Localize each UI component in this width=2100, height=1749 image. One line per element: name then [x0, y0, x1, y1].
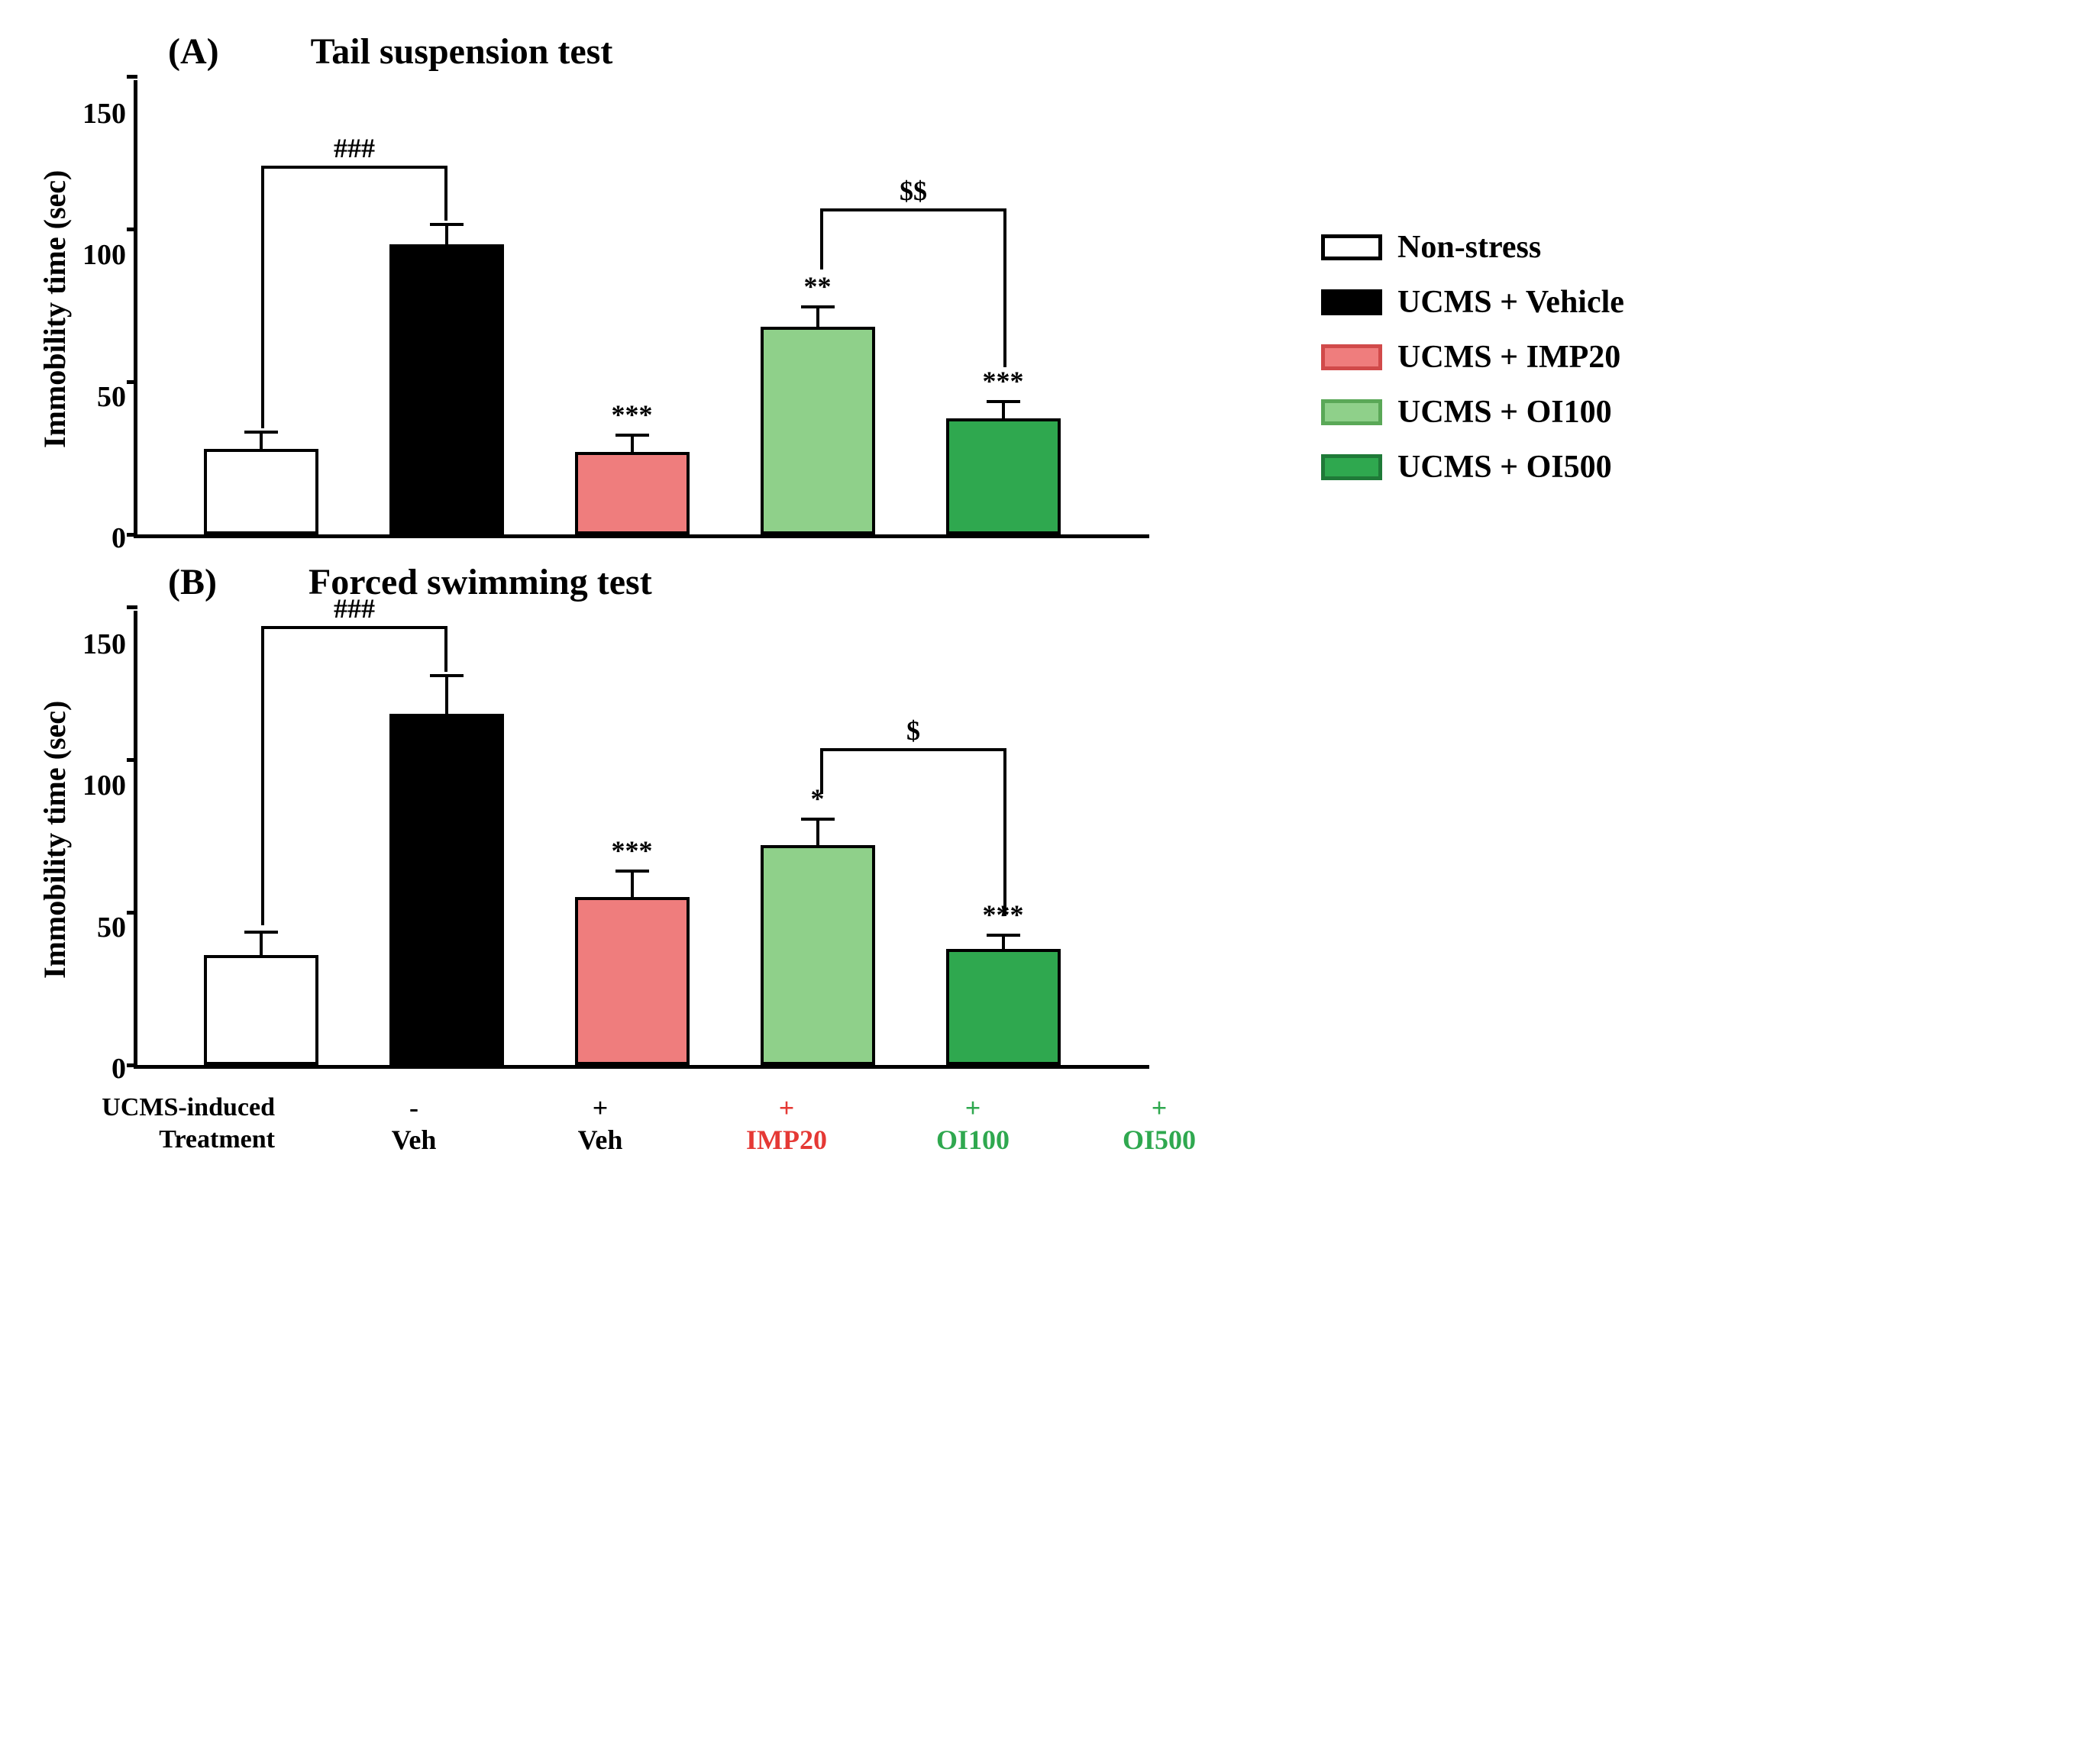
bar-slot: *	[749, 611, 887, 1065]
panel-title-text: Tail suspension test	[311, 31, 613, 72]
comparison-bracket: ###	[261, 626, 447, 629]
bar-imp20	[575, 452, 690, 534]
error-bar	[445, 677, 448, 717]
comparison-bracket: ###	[261, 166, 447, 169]
bar-slot: ***	[564, 80, 701, 534]
bar-non_stress	[204, 955, 318, 1065]
x-cell: Veh	[531, 1124, 669, 1156]
x-cell: Veh	[345, 1124, 483, 1156]
x-cell: +	[1090, 1092, 1228, 1124]
y-tick-label: 150	[73, 97, 126, 131]
legend-item: Non-stress	[1321, 229, 1624, 266]
y-tick-label: 0	[73, 1052, 126, 1086]
panel-label: (B)	[168, 562, 217, 602]
bar-oi500	[946, 949, 1061, 1065]
error-bar	[816, 308, 819, 330]
y-tick-label: 100	[73, 238, 126, 272]
x-cell: OI500	[1090, 1124, 1228, 1156]
legend-label: UCMS + OI100	[1397, 394, 1612, 431]
significance-marker: **	[804, 270, 832, 302]
error-bar	[445, 226, 448, 247]
figure: (A) Tail suspension test Immobility time (…	[31, 31, 2069, 1156]
error-bar	[816, 821, 819, 848]
error-bar	[1002, 403, 1005, 421]
bar-slot: ***	[564, 611, 701, 1065]
comparison-bracket: $$	[820, 208, 1006, 211]
legend-swatch	[1321, 289, 1382, 315]
bracket-label: $$	[900, 175, 927, 207]
significance-marker: ***	[612, 834, 653, 866]
legend-label: UCMS + OI500	[1397, 449, 1612, 486]
legend-item: UCMS + OI100	[1321, 394, 1624, 431]
x-cell: OI100	[904, 1124, 1042, 1156]
legend-item: UCMS + Vehicle	[1321, 284, 1624, 321]
panel-title: (A) Tail suspension test	[168, 31, 1291, 73]
x-row-label: UCMS-induced	[31, 1093, 290, 1122]
bar-oi500	[946, 418, 1061, 534]
legend-label: UCMS + Vehicle	[1397, 284, 1624, 321]
plot-area: *******###$	[134, 611, 1126, 1069]
bracket-label: ###	[334, 132, 375, 164]
bar-vehicle	[389, 714, 504, 1065]
y-tick-label: 50	[73, 911, 126, 944]
bar-non_stress	[204, 449, 318, 534]
legend-item: UCMS + IMP20	[1321, 339, 1624, 376]
bar-oi100	[761, 327, 875, 534]
legend-swatch	[1321, 399, 1382, 425]
x-cell: IMP20	[718, 1124, 855, 1156]
x-cell: +	[531, 1092, 669, 1124]
x-cell: +	[904, 1092, 1042, 1124]
bar-slot	[378, 80, 515, 534]
y-tick-label: 0	[73, 521, 126, 555]
x-category-table: UCMS-induced - + + + + Treatment Veh Veh IMP20 OI1…	[31, 1092, 1291, 1156]
chart-wrap: Immobility time (sec)150100500********##…	[31, 80, 1291, 538]
bar-imp20	[575, 897, 690, 1065]
y-tick-label: 150	[73, 628, 126, 661]
y-axis-label: Immobility time (sec)	[31, 611, 73, 1069]
legend-swatch	[1321, 454, 1382, 480]
y-ticks: 150100500	[73, 611, 134, 1069]
legend-label: Non-stress	[1397, 229, 1541, 266]
error-bar	[631, 873, 634, 900]
legend-label: UCMS + IMP20	[1397, 339, 1620, 376]
bar-vehicle	[389, 244, 504, 534]
plot-area: ********###$$	[134, 80, 1126, 538]
bar-oi100	[761, 845, 875, 1065]
bar-slot: **	[749, 80, 887, 534]
legend-item: UCMS + OI500	[1321, 449, 1624, 486]
significance-marker: ***	[983, 365, 1024, 397]
comparison-bracket: $	[820, 748, 1006, 751]
y-ticks: 150100500	[73, 80, 134, 538]
bracket-label: $	[906, 715, 920, 747]
panel-A: (A) Tail suspension test Immobility time (…	[31, 31, 1291, 538]
error-bar	[1002, 937, 1005, 952]
y-tick-label: 50	[73, 380, 126, 414]
error-bar	[631, 437, 634, 455]
chart-wrap: Immobility time (sec)150100500*******###…	[31, 611, 1291, 1069]
x-cell: -	[345, 1092, 483, 1124]
y-tick-label: 100	[73, 769, 126, 802]
significance-marker: ***	[612, 399, 653, 431]
legend-swatch	[1321, 234, 1382, 260]
bar-slot	[378, 611, 515, 1065]
bracket-label: ###	[334, 592, 375, 624]
x-cell: +	[718, 1092, 855, 1124]
panels-column: (A) Tail suspension test Immobility time (…	[31, 31, 1291, 1156]
error-bar	[260, 434, 263, 452]
y-axis-label: Immobility time (sec)	[31, 80, 73, 538]
legend-swatch	[1321, 344, 1382, 370]
legend: Non-stress UCMS + Vehicle UCMS + IMP20 UCMS…	[1321, 229, 1624, 504]
error-bar	[260, 934, 263, 958]
panel-label: (A)	[168, 31, 219, 72]
panel-B: (B)Forced swimming testImmobility time (…	[31, 561, 1291, 1069]
x-row-label: Treatment	[31, 1125, 290, 1154]
